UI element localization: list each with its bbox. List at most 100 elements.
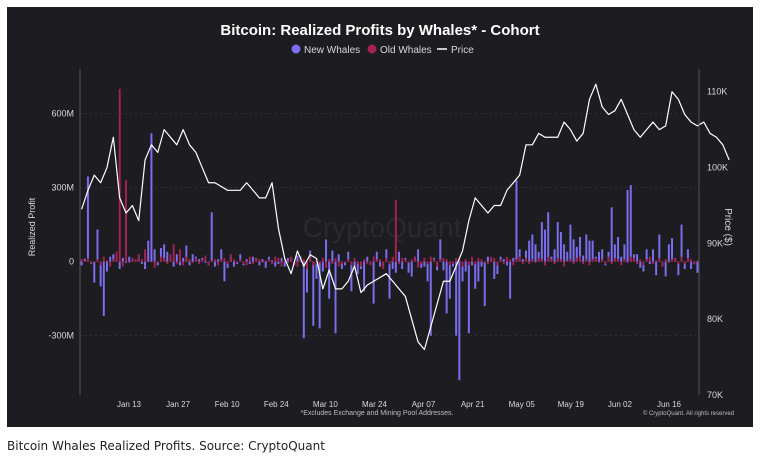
bar-old-whales — [505, 256, 508, 262]
bar-new-whales — [471, 261, 474, 266]
bar-old-whales — [334, 257, 337, 262]
bar-old-whales — [106, 260, 108, 262]
bar-new-whales — [353, 261, 356, 267]
bar-new-whales — [677, 261, 680, 276]
bar-new-whales — [232, 261, 235, 267]
bar-old-whales — [185, 256, 188, 262]
bars — [80, 88, 699, 381]
bar-new-whales — [185, 245, 188, 262]
bar-new-whales — [363, 261, 366, 292]
bar-old-whales — [461, 261, 464, 267]
chart-title: Bitcoin: Realized Profits by Whales* - C… — [220, 22, 539, 39]
bar-old-whales — [594, 257, 597, 262]
bar-old-whales — [394, 199, 397, 262]
bar-old-whales — [175, 261, 178, 265]
bar-new-whales — [156, 261, 159, 266]
bar-new-whales — [696, 261, 699, 273]
bar-old-whales — [140, 259, 143, 262]
bar-new-whales — [334, 261, 337, 334]
bar-new-whales — [366, 256, 369, 262]
bar-old-whales — [639, 259, 642, 262]
bar-old-whales — [547, 256, 550, 262]
bar-old-whales — [693, 261, 696, 265]
bar-new-whales — [623, 244, 626, 262]
bar-new-whales — [286, 257, 289, 262]
bar-new-whales — [93, 261, 96, 283]
bar-new-whales — [302, 261, 305, 339]
bar-old-whales — [128, 261, 131, 263]
bar-old-whales — [458, 259, 461, 262]
bar-new-whales — [283, 261, 286, 267]
bar-new-whales — [493, 261, 496, 279]
bar-old-whales — [156, 261, 159, 263]
bar-old-whales — [388, 261, 391, 265]
y2-tick-label: 80K — [707, 314, 723, 324]
bar-old-whales — [518, 256, 521, 262]
bar-new-whales — [483, 261, 486, 307]
bar-old-whales — [385, 257, 388, 262]
bar-new-whales — [486, 256, 489, 262]
bar-old-whales — [559, 259, 562, 262]
bar-new-whales — [651, 249, 654, 262]
bar-new-whales — [480, 261, 483, 267]
bar-old-whales — [578, 256, 581, 262]
bar-old-whales — [86, 257, 89, 262]
bar-new-whales — [566, 251, 569, 262]
bar-new-whales — [686, 249, 689, 262]
bar-old-whales — [321, 257, 324, 262]
bar-old-whales — [258, 259, 261, 262]
bar-old-whales — [220, 259, 223, 262]
bar-new-whales — [518, 249, 521, 262]
bar-old-whales — [686, 257, 689, 262]
bar-old-whales — [645, 259, 648, 262]
x-tick-label: Feb 10 — [215, 400, 240, 409]
bar-old-whales — [464, 259, 467, 262]
bar-old-whales — [582, 261, 585, 265]
bar-old-whales — [486, 261, 489, 265]
bar-old-whales — [496, 261, 499, 266]
bar-new-whales — [153, 249, 156, 262]
bar-old-whales — [366, 261, 369, 265]
legend-label-old-whales: Old Whales — [380, 45, 432, 56]
bar-new-whales — [509, 261, 512, 299]
bar-new-whales — [563, 244, 566, 262]
bar-new-whales — [461, 261, 464, 282]
bar-new-whales — [344, 261, 347, 266]
bar-new-whales — [531, 234, 534, 262]
bar-new-whales — [569, 224, 572, 262]
bar-new-whales — [398, 251, 401, 262]
x-tick-label: Jan 27 — [166, 400, 191, 409]
bar-old-whales — [248, 256, 251, 262]
y2-tick-label: 90K — [707, 238, 723, 248]
bar-new-whales — [613, 244, 616, 262]
bar-new-whales — [118, 261, 121, 270]
bar-new-whales — [388, 261, 391, 299]
bar-new-whales — [147, 240, 150, 262]
bar-old-whales — [636, 261, 639, 265]
bar-new-whales — [617, 236, 620, 262]
bar-old-whales — [575, 257, 578, 262]
bar-old-whales — [674, 257, 677, 262]
bar-old-whales — [509, 259, 512, 262]
bar-new-whales — [537, 251, 540, 262]
bar-new-whales — [401, 261, 404, 270]
bar-new-whales — [96, 229, 99, 262]
bar-new-whales — [521, 259, 524, 262]
bar-old-whales — [490, 256, 493, 262]
bar-old-whales — [83, 260, 86, 262]
bar-old-whales — [537, 257, 540, 262]
bar-new-whales — [331, 250, 334, 262]
bar-old-whales — [344, 261, 347, 263]
bar-new-whales — [305, 261, 308, 293]
y-tick-label: 600M — [51, 108, 74, 118]
bar-new-whales — [667, 244, 670, 262]
bar-new-whales — [252, 256, 254, 262]
bar-old-whales — [118, 88, 121, 262]
bar-old-whales — [448, 261, 451, 266]
bar-new-whales — [325, 239, 327, 262]
bar-old-whales — [312, 261, 315, 266]
bar-new-whales — [140, 261, 143, 265]
bar-new-whales — [217, 259, 220, 262]
bar-old-whales — [283, 259, 286, 262]
footnote: *Excludes Exchange and Mining Pool Addre… — [301, 410, 454, 417]
